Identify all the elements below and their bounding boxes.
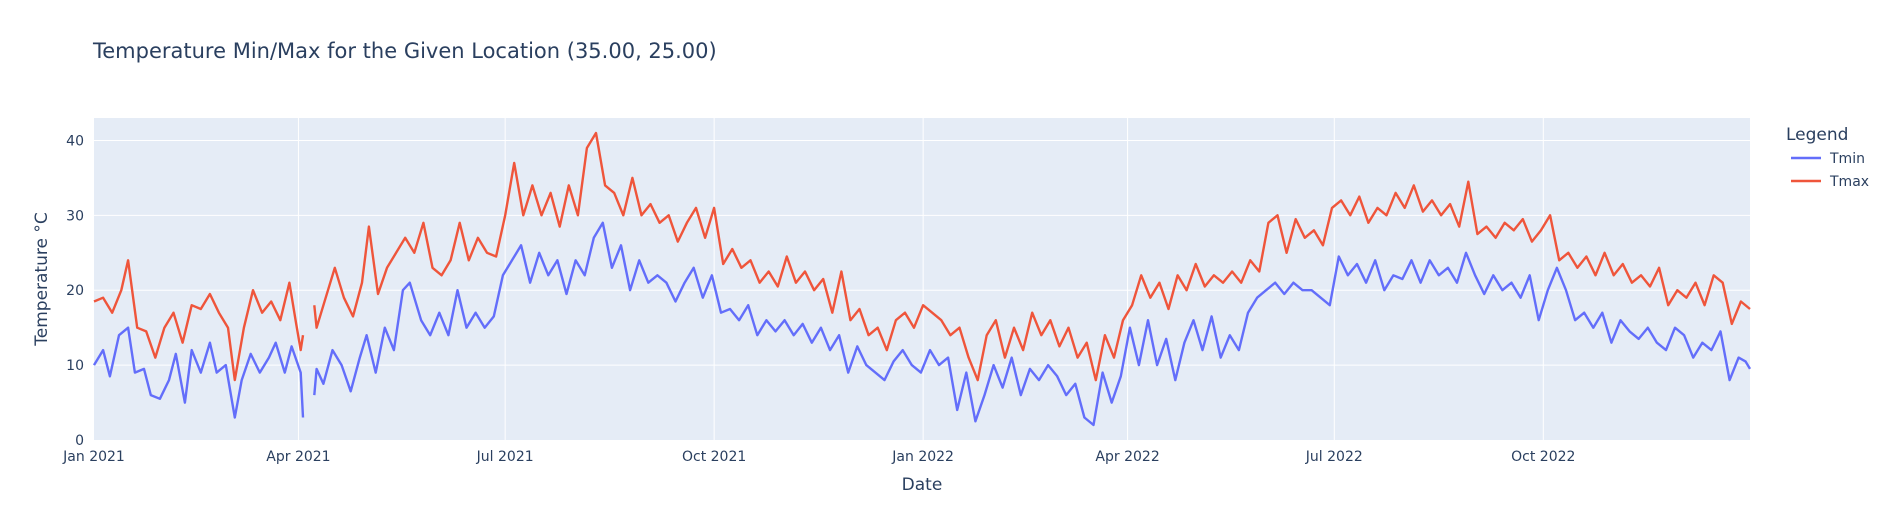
x-tick-label: Apr 2021 — [266, 449, 330, 465]
plot-area — [94, 118, 1750, 440]
y-tick-labels: 0 10 20 30 40 — [66, 133, 84, 449]
y-tick-label: 20 — [66, 283, 84, 299]
y-tick-label: 40 — [66, 133, 84, 149]
x-tick-labels: Jan 2021 Apr 2021 Jul 2021 Oct 2021 Jan 2022… — [62, 449, 1575, 465]
legend: Legend Tmin Tmax — [1786, 125, 1869, 190]
series-line-tmin-0 — [92, 326, 305, 419]
series-layer — [92, 131, 1752, 427]
y-axis-title: Temperature °C — [32, 212, 52, 346]
y-tick-label: 10 — [66, 358, 84, 374]
x-tick-label: Oct 2022 — [1511, 449, 1575, 465]
x-tick-label: Jul 2021 — [476, 449, 534, 465]
x-tick-label: Apr 2022 — [1095, 449, 1159, 465]
x-tick-label: Jan 2022 — [891, 449, 954, 465]
y-tick-label: 0 — [75, 433, 84, 449]
x-tick-label: Jan 2021 — [62, 449, 125, 465]
x-axis-title: Date — [902, 475, 943, 495]
chart-title: Temperature Min/Max for the Given Locati… — [92, 39, 717, 63]
series-line-tmin-1 — [313, 221, 1752, 427]
series-line-tmax-2 — [93, 259, 305, 382]
series-line-tmax-3 — [313, 131, 1751, 382]
y-tick-label: 30 — [66, 208, 84, 224]
x-tick-label: Oct 2021 — [682, 449, 746, 465]
legend-label-tmin: Tmin — [1829, 151, 1865, 167]
legend-title: Legend — [1786, 125, 1848, 145]
legend-label-tmax: Tmax — [1829, 174, 1869, 190]
x-tick-label: Jul 2022 — [1305, 449, 1363, 465]
